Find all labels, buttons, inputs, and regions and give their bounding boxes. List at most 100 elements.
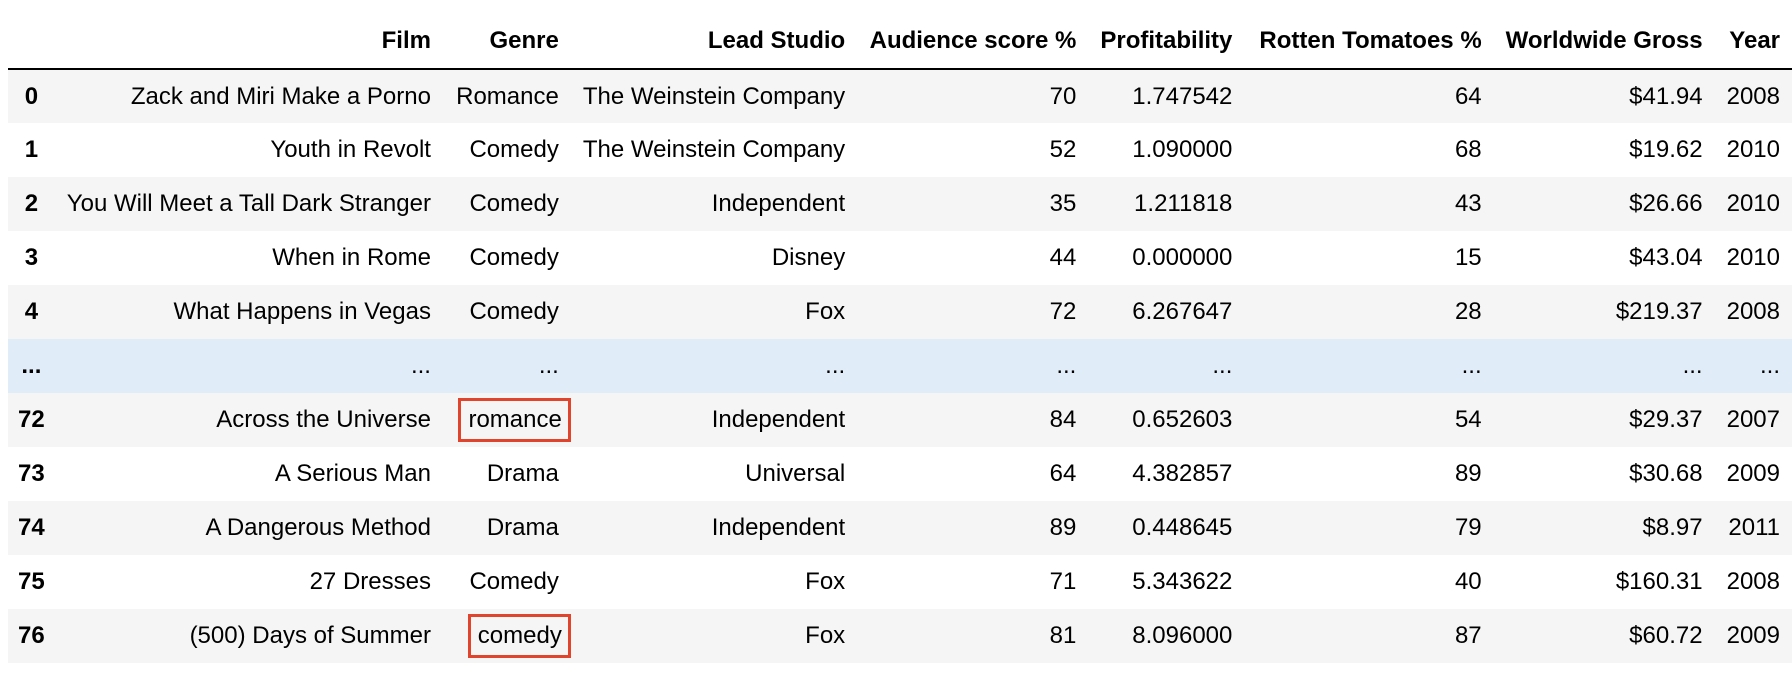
cell-rotten-tomatoes: 89 xyxy=(1454,460,1482,487)
cell-genre: Comedy xyxy=(469,244,559,271)
cell-audience-score: 52 xyxy=(1049,136,1077,163)
cell-lead-studio: Fox xyxy=(805,568,846,595)
cell-year: 2010 xyxy=(1726,136,1780,163)
cell-worldwide-gross: $219.37 xyxy=(1615,298,1703,325)
cell-year: 2008 xyxy=(1726,568,1780,595)
table-row: 76 (500) Days of Summer comedy Fox 81 8.09600… xyxy=(8,609,1792,663)
index-header xyxy=(8,14,55,70)
ellipsis-row: ........................... xyxy=(8,339,1792,393)
cell-lead-studio: Fox xyxy=(805,298,846,325)
header-row: Film Genre Lead Studio Audience score % … xyxy=(8,14,1792,70)
cell-year: 2008 xyxy=(1726,298,1780,325)
cell-genre: Comedy xyxy=(469,568,559,595)
cell-genre: romance xyxy=(443,393,571,447)
cell-genre: Comedy xyxy=(469,136,559,163)
cell-profitability: 8.096000 xyxy=(1132,622,1233,649)
cell-rotten-tomatoes: 64 xyxy=(1454,82,1482,110)
column-header-year: Year xyxy=(1714,14,1792,70)
cell-rotten-tomatoes: 87 xyxy=(1454,622,1482,649)
table-row: 74 A Dangerous Method Drama Independent 89 0.… xyxy=(8,501,1792,555)
cell-profitability: 0.448645 xyxy=(1132,514,1233,541)
cell-year: 2009 xyxy=(1726,460,1780,487)
cell-genre: ... xyxy=(538,352,559,379)
cell-worldwide-gross: $19.62 xyxy=(1629,136,1703,163)
row-index: 4 xyxy=(24,298,39,325)
table-header: Film Genre Lead Studio Audience score % … xyxy=(8,14,1792,70)
column-header-worldwide-gross: Worldwide Gross xyxy=(1493,14,1715,70)
cell-film: Across the Universe xyxy=(216,406,431,433)
cell-film: 27 Dresses xyxy=(309,568,431,595)
cell-lead-studio: Universal xyxy=(745,460,846,487)
cell-lead-studio: The Weinstein Company xyxy=(582,136,846,163)
cell-year: 2007 xyxy=(1726,406,1780,433)
cell-film: When in Rome xyxy=(272,244,431,271)
cell-rotten-tomatoes: 15 xyxy=(1454,244,1482,271)
cell-profitability: 6.267647 xyxy=(1132,298,1233,325)
cell-lead-studio: Independent xyxy=(711,406,846,433)
column-header-film: Film xyxy=(54,14,443,70)
cell-genre: Romance xyxy=(456,82,559,110)
cell-audience-score: 81 xyxy=(1049,622,1077,649)
cell-lead-studio: The Weinstein Company xyxy=(582,82,846,110)
column-header-audience-score: Audience score % xyxy=(857,14,1089,70)
cell-profitability: 4.382857 xyxy=(1132,460,1233,487)
cell-worldwide-gross: $41.94 xyxy=(1629,82,1703,110)
cell-lead-studio: ... xyxy=(825,352,846,379)
dataframe-table: Film Genre Lead Studio Audience score % … xyxy=(8,14,1792,663)
cell-audience-score: 84 xyxy=(1049,406,1077,433)
cell-profitability: 0.000000 xyxy=(1132,244,1233,271)
table-body: 0 Zack and Miri Make a Porno Romance The We… xyxy=(8,69,1792,663)
cell-lead-studio: Independent xyxy=(711,514,846,541)
cell-film: A Serious Man xyxy=(274,460,431,487)
cell-worldwide-gross: ... xyxy=(1682,352,1703,379)
cell-rotten-tomatoes: 40 xyxy=(1454,568,1482,595)
cell-film: ... xyxy=(410,352,431,379)
cell-rotten-tomatoes: 68 xyxy=(1454,136,1482,163)
cell-film: What Happens in Vegas xyxy=(173,298,431,325)
highlighted-genre-value: comedy xyxy=(467,614,571,658)
cell-genre: Drama xyxy=(486,460,559,487)
cell-lead-studio: Independent xyxy=(711,190,846,217)
row-index: 75 xyxy=(18,568,45,595)
cell-genre: Drama xyxy=(486,514,559,541)
table-row: 0 Zack and Miri Make a Porno Romance The We… xyxy=(8,69,1792,123)
cell-lead-studio: Disney xyxy=(771,244,846,271)
cell-genre: Comedy xyxy=(469,298,559,325)
column-header-profitability: Profitability xyxy=(1088,14,1245,70)
cell-profitability: 0.652603 xyxy=(1132,406,1233,433)
table-row: 72 Across the Universe romance Independent 8… xyxy=(8,393,1792,447)
cell-genre: Comedy xyxy=(469,190,559,217)
cell-audience-score: 64 xyxy=(1049,460,1077,487)
cell-audience-score: 71 xyxy=(1049,568,1077,595)
cell-profitability: 1.211818 xyxy=(1134,190,1233,217)
cell-film: A Dangerous Method xyxy=(205,514,431,541)
cell-year: 2010 xyxy=(1726,244,1780,271)
cell-audience-score: 35 xyxy=(1049,190,1077,217)
cell-worldwide-gross: $30.68 xyxy=(1629,460,1703,487)
cell-lead-studio: Fox xyxy=(805,622,846,649)
cell-film: Youth in Revolt xyxy=(270,136,431,163)
cell-film: You Will Meet a Tall Dark Stranger xyxy=(66,190,431,217)
cell-worldwide-gross: $29.37 xyxy=(1629,406,1703,433)
column-header-genre: Genre xyxy=(442,14,571,70)
table-row: 73 A Serious Man Drama Universal 64 4.382857 8… xyxy=(8,447,1792,501)
row-index: ... xyxy=(21,352,42,379)
cell-year: 2011 xyxy=(1728,514,1780,541)
cell-audience-score: 72 xyxy=(1049,298,1077,325)
cell-profitability: ... xyxy=(1212,352,1233,379)
cell-genre: comedy xyxy=(443,609,571,663)
cell-audience-score: ... xyxy=(1056,352,1077,379)
table-row: 1 Youth in Revolt Comedy The Weinstein Comp… xyxy=(8,123,1792,177)
cell-worldwide-gross: $60.72 xyxy=(1629,622,1703,649)
cell-worldwide-gross: $43.04 xyxy=(1629,244,1703,271)
row-index: 0 xyxy=(24,82,39,110)
cell-profitability: 1.090000 xyxy=(1132,136,1233,163)
table-row: 2 You Will Meet a Tall Dark Stranger Comed… xyxy=(8,177,1792,231)
cell-rotten-tomatoes: ... xyxy=(1461,352,1482,379)
cell-film: Zack and Miri Make a Porno xyxy=(130,82,431,110)
row-index: 73 xyxy=(18,460,45,487)
cell-worldwide-gross: $26.66 xyxy=(1629,190,1703,217)
cell-worldwide-gross: $8.97 xyxy=(1642,514,1703,541)
cell-audience-score: 89 xyxy=(1049,514,1077,541)
dataframe-output: Film Genre Lead Studio Audience score % … xyxy=(8,14,1792,674)
